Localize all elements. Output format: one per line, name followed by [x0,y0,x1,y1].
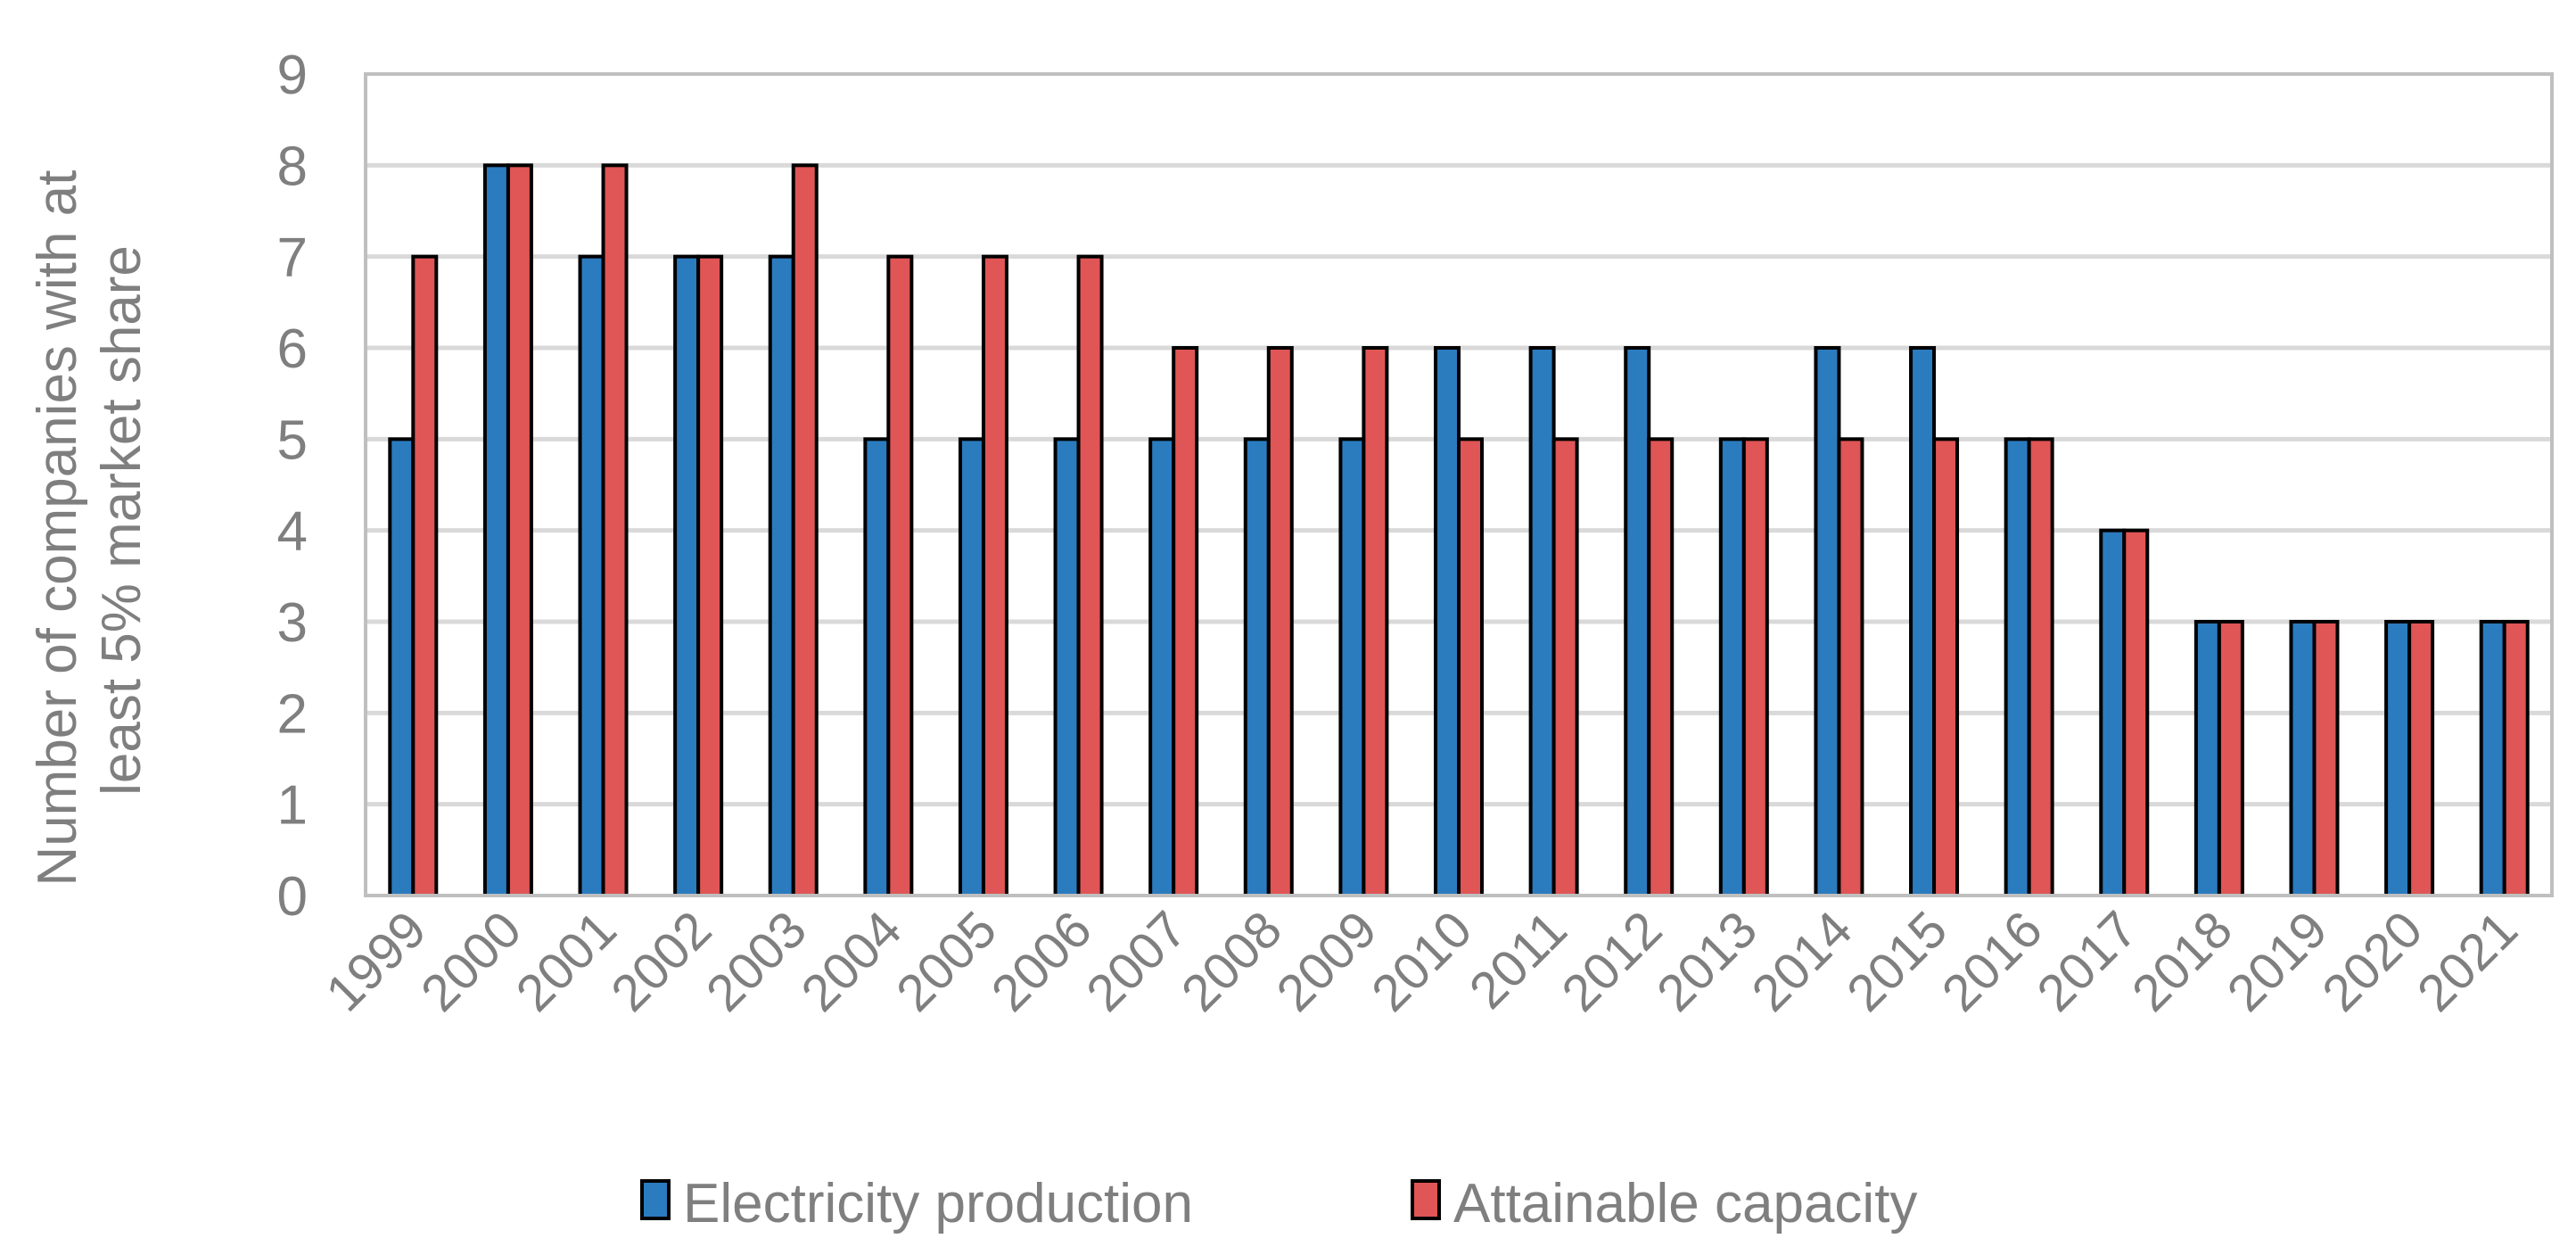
y-tick-label-7: 7 [277,227,308,289]
x-tick-label-2014: 2014 [1741,900,1863,1022]
bar-attainable-capacity-2020 [2407,620,2435,897]
bar-attainable-capacity-2000 [506,163,533,898]
bar-electricity-production-2010 [1434,346,1461,897]
bar-attainable-capacity-2016 [2027,437,2054,897]
x-tick-label-2015: 2015 [1836,900,1958,1022]
bar-attainable-capacity-2018 [2217,620,2244,897]
x-tick-label-2013: 2013 [1646,900,1768,1022]
bar-electricity-production-2018 [2193,620,2221,897]
legend-swatch-attainable-capacity [1411,1179,1441,1220]
y-tick-label-8: 8 [277,136,308,197]
bar-attainable-capacity-2013 [1741,437,1769,897]
y-axis-title-line-2: least 5% market share [91,245,152,796]
bar-electricity-production-2002 [673,254,701,897]
x-tick-label-2004: 2004 [790,900,912,1022]
bar-attainable-capacity-1999 [411,254,439,897]
bar-attainable-capacity-2011 [1551,437,1579,897]
plot-area-border [364,72,2554,897]
x-tick-label-2009: 2009 [1265,900,1387,1022]
bar-attainable-capacity-2021 [2502,620,2530,897]
x-tick-label-2007: 2007 [1075,900,1197,1022]
y-tick-label-9: 9 [277,45,308,106]
x-tick-label-2012: 2012 [1551,900,1673,1022]
x-tick-label-2006: 2006 [981,900,1103,1022]
x-tick-label-2003: 2003 [695,900,818,1022]
bar-electricity-production-2009 [1338,437,1366,897]
bar-electricity-production-2005 [958,437,985,897]
bar-electricity-production-2016 [2004,437,2031,897]
x-tick-label-2020: 2020 [2311,900,2433,1022]
x-tick-label-2021: 2021 [2407,900,2529,1022]
bar-attainable-capacity-2014 [1837,437,1864,897]
bar-electricity-production-2007 [1148,437,1176,897]
bar-electricity-production-2004 [863,437,891,897]
bar-electricity-production-2015 [1909,346,1937,897]
bar-attainable-capacity-2001 [601,163,629,898]
y-axis-title: Number of companies with at least 5% mar… [27,154,152,886]
bar-attainable-capacity-2005 [981,254,1008,897]
y-tick-label-4: 4 [277,501,308,563]
y-tick-label-0: 0 [277,866,308,928]
legend: Electricity production Attainable capaci… [640,1173,1917,1234]
x-tick-label-2011: 2011 [1459,900,1578,1020]
y-tick-label-3: 3 [277,592,308,654]
bar-attainable-capacity-2015 [1932,437,1960,897]
bar-attainable-capacity-2006 [1076,254,1104,897]
bar-electricity-production-2020 [2384,620,2412,897]
bar-electricity-production-2001 [578,254,605,897]
x-tick-label-2001: 2001 [506,900,628,1022]
x-tick-label-2017: 2017 [2026,900,2148,1022]
bar-electricity-production-2003 [768,254,795,897]
legend-label-attainable-capacity: Attainable capacity [1453,1173,1917,1234]
bar-attainable-capacity-2003 [791,163,819,898]
x-tick-label-2002: 2002 [600,900,722,1022]
x-axis-ticks: 1999200020012002200320042005200620072008… [315,900,2529,1022]
bar-electricity-production-2019 [2289,620,2317,897]
bar-attainable-capacity-2010 [1457,437,1484,897]
x-tick-label-2016: 2016 [1931,900,2053,1022]
legend-swatch-electricity-production [640,1179,671,1220]
bar-attainable-capacity-2012 [1647,437,1675,897]
bar-electricity-production-2011 [1528,346,1556,897]
legend-label-electricity-production: Electricity production [683,1173,1193,1234]
y-axis-ticks: 0 1 2 3 4 5 6 7 8 9 [277,45,308,928]
x-tick-label-2008: 2008 [1171,900,1293,1022]
bar-electricity-production-2013 [1718,437,1746,897]
bar-electricity-production-2017 [2099,528,2127,898]
bar-electricity-production-2006 [1053,437,1081,897]
bar-attainable-capacity-2002 [696,254,724,897]
y-tick-label-6: 6 [277,318,308,380]
x-tick-label-1999: 1999 [315,900,437,1022]
bar-attainable-capacity-2008 [1266,346,1294,897]
bar-electricity-production-2021 [2479,620,2506,897]
y-axis-title-line-1: Number of companies with at [27,170,88,887]
x-tick-label-2005: 2005 [885,900,1008,1022]
bar-attainable-capacity-2007 [1172,346,1199,897]
y-tick-label-1: 1 [277,775,308,837]
x-tick-label-2018: 2018 [2121,900,2243,1022]
y-tick-label-2: 2 [277,683,308,745]
bar-electricity-production-2000 [482,163,510,898]
bar-electricity-production-1999 [388,437,416,897]
bar-attainable-capacity-2017 [2122,528,2150,898]
bar-electricity-production-2012 [1624,346,1651,897]
bar-electricity-production-2008 [1243,437,1271,897]
bar-attainable-capacity-2019 [2312,620,2340,897]
bar-electricity-production-2014 [1814,346,1841,897]
bar-attainable-capacity-2004 [886,254,914,897]
x-tick-label-2000: 2000 [410,900,532,1022]
x-tick-label-2019: 2019 [2216,900,2338,1022]
bar-attainable-capacity-2009 [1362,346,1389,897]
y-tick-label-5: 5 [277,409,308,471]
x-tick-label-2010: 2010 [1361,900,1483,1022]
